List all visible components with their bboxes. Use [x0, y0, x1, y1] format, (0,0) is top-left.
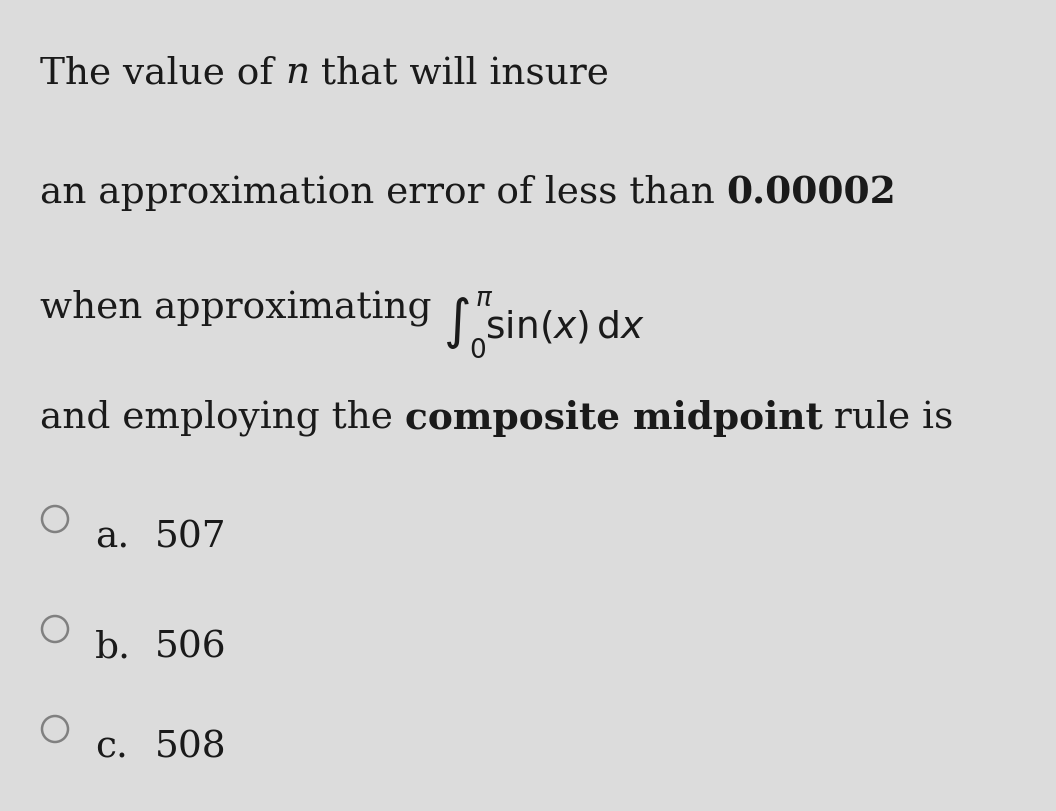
Text: when approximating: when approximating [40, 290, 444, 326]
Text: 508: 508 [155, 729, 227, 765]
Text: b.: b. [95, 629, 131, 665]
Text: composite midpoint: composite midpoint [404, 400, 823, 436]
Text: 507: 507 [155, 519, 227, 556]
Text: rule is: rule is [823, 400, 954, 436]
Text: a.: a. [95, 519, 129, 556]
Text: 506: 506 [155, 629, 227, 665]
Text: c.: c. [95, 729, 128, 765]
Text: 0.00002: 0.00002 [727, 175, 897, 212]
Text: and employing the: and employing the [40, 400, 404, 436]
Text: an approximation error of less than: an approximation error of less than [40, 175, 727, 211]
Text: The value of: The value of [40, 55, 285, 91]
Text: that will insure: that will insure [309, 55, 609, 91]
Text: $\int_0^{\pi}\! \sin(x)\,\mathrm{d}x$: $\int_0^{\pi}\! \sin(x)\,\mathrm{d}x$ [444, 290, 645, 361]
Text: n: n [285, 55, 309, 91]
